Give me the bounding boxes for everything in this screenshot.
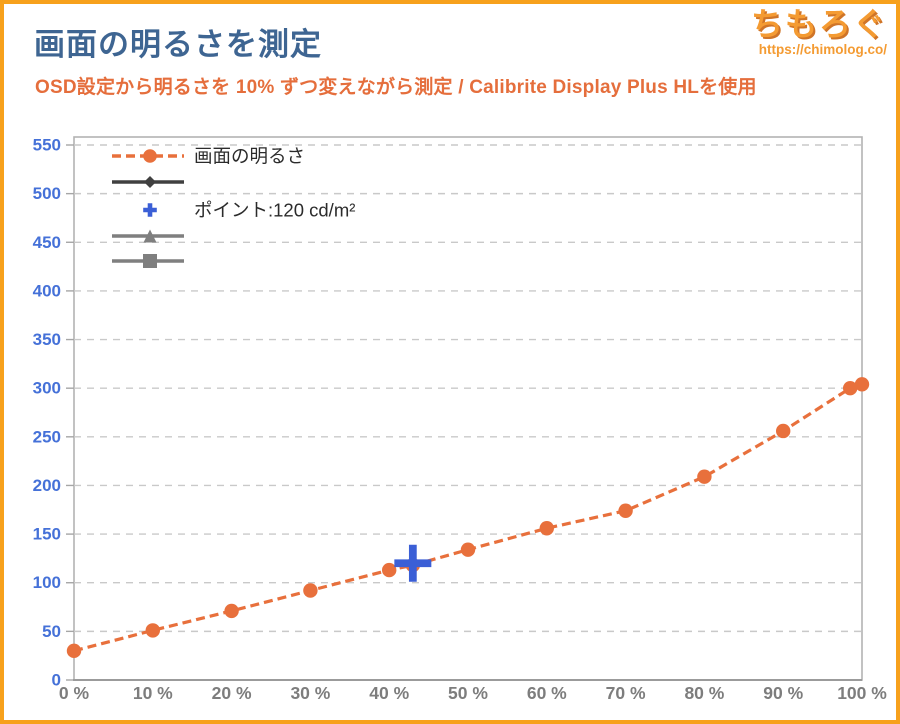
x-axis-label: 100 % xyxy=(837,683,887,703)
x-axis-label: 20 % xyxy=(212,683,252,703)
data-point xyxy=(66,643,82,659)
page-subtitle: OSD設定から明るさを 10% ずつ変えながら測定 / Calibrite Di… xyxy=(35,77,757,98)
data-point xyxy=(539,521,554,536)
plot-border xyxy=(73,136,863,681)
data-point xyxy=(382,562,397,578)
x-axis-label: 70 % xyxy=(606,683,646,703)
x-axis-label: 30 % xyxy=(290,683,330,703)
y-axis-label: 150 xyxy=(33,525,61,544)
legend-marker-plus xyxy=(143,203,157,217)
site-logo-text: ちもろぐ xyxy=(750,6,887,42)
legend-label: 画面の明るさ xyxy=(194,146,305,167)
x-axis-label: 10 % xyxy=(133,683,173,703)
y-axis-label: 100 xyxy=(33,573,61,592)
series-line xyxy=(73,382,863,653)
data-point-plus xyxy=(394,544,432,582)
x-axis-label: 80 % xyxy=(684,683,724,703)
site-logo-url: https://chimolog.co/ xyxy=(758,41,887,57)
legend-marker xyxy=(143,149,157,163)
y-axis-label: 0 xyxy=(52,671,61,690)
data-point xyxy=(697,469,712,484)
x-axis-label: 40 % xyxy=(369,683,409,703)
data-point xyxy=(842,380,858,396)
data-point xyxy=(618,503,633,518)
page-title: 画面の明るさを測定 xyxy=(34,27,322,62)
legend-marker xyxy=(143,254,157,268)
y-axis-label: 200 xyxy=(33,476,61,495)
legend-marker xyxy=(143,229,157,243)
data-point xyxy=(224,603,239,619)
legend-label: ポイント:120 cd/m² xyxy=(194,200,355,221)
x-axis-label: 0 % xyxy=(59,683,90,703)
data-point xyxy=(854,377,870,392)
legend-marker xyxy=(144,176,156,188)
data-point xyxy=(145,623,160,638)
data-point xyxy=(303,583,318,598)
x-axis-label: 50 % xyxy=(448,683,488,703)
site-logo: ちもろぐ https://chimolog.co/ xyxy=(750,6,887,57)
brightness-line-chart: 0 50 100 150 200 250 300 350 400 450 500 550 0 % 10 %… xyxy=(33,136,888,704)
y-axis-label: 350 xyxy=(33,330,61,349)
y-axis-label: 400 xyxy=(33,281,61,300)
data-point xyxy=(460,542,476,557)
y-axis-label: 450 xyxy=(33,233,61,252)
x-axis-label: 90 % xyxy=(763,683,803,703)
y-axis-label: 300 xyxy=(33,379,61,398)
y-axis-label: 250 xyxy=(33,427,61,446)
x-axis-label: 60 % xyxy=(527,683,567,703)
y-axis-label: 550 xyxy=(33,136,61,155)
y-axis-label: 500 xyxy=(33,184,61,203)
y-axis-label: 50 xyxy=(42,622,61,641)
data-point xyxy=(776,423,791,439)
